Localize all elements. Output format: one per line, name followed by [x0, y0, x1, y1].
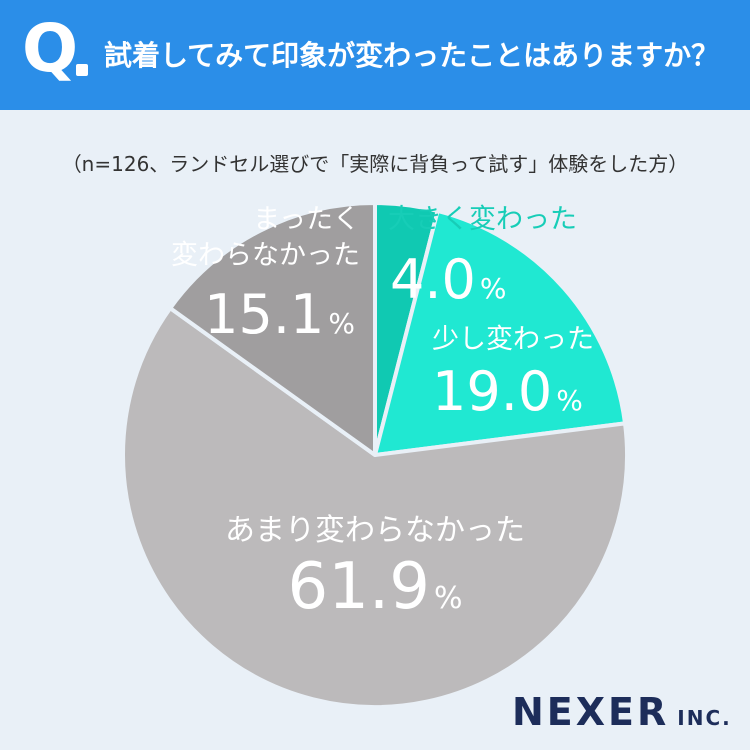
slice-value: 61.9% — [287, 550, 462, 624]
slice-label: 大きく変わった — [388, 204, 577, 235]
pie-slice — [373, 208, 628, 457]
slice-label: 変わらなかった — [171, 240, 360, 271]
slice-label: あまり変わらなかった — [225, 513, 525, 548]
logo-name: NEXER — [512, 690, 670, 734]
pie-slice — [168, 201, 377, 457]
sample-note: （n=126、ランドセル選びで「実際に背負って試す」体験をした方） — [61, 152, 689, 176]
q-dot — [76, 64, 88, 76]
question-header: Q 試着してみて印象が変わったことはありますか？ — [0, 0, 750, 110]
q-icon: Q — [22, 10, 79, 87]
slice-value: 4.0% — [390, 248, 507, 311]
question-text: 試着してみて印象が変わったことはありますか？ — [104, 39, 720, 72]
logo-suffix: INC. — [677, 706, 732, 730]
slice-value: 15.1% — [204, 283, 355, 346]
slice-value: 19.0% — [432, 360, 583, 423]
slice-label: まったく — [253, 204, 360, 235]
slice-label: 少し変わった — [432, 324, 594, 355]
pie-slice — [121, 306, 629, 709]
nexer-logo: NEXER INC. — [512, 690, 732, 734]
